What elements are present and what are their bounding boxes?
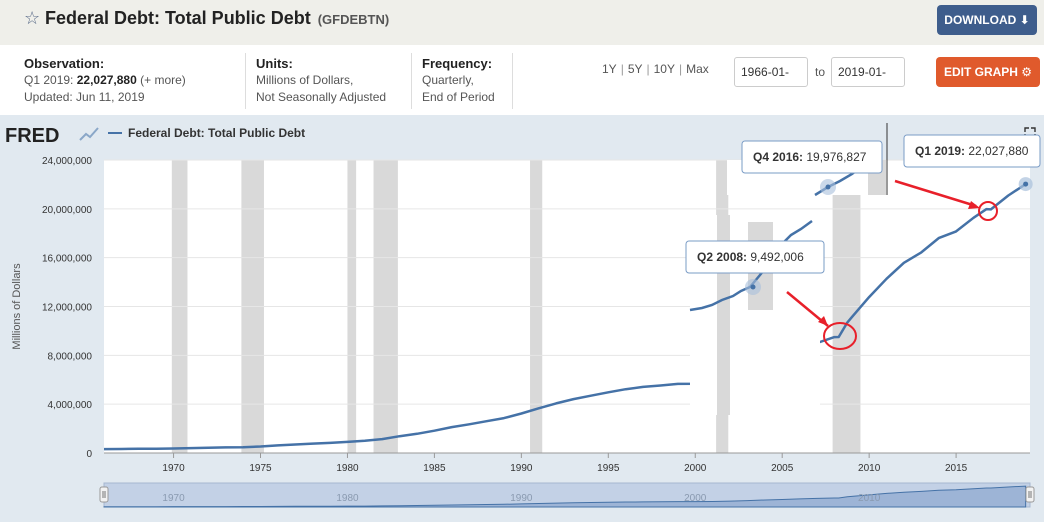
navigator-handle[interactable] [1025, 486, 1035, 503]
inset-point [750, 284, 756, 290]
fullscreen-icon[interactable] [1024, 127, 1036, 139]
edit-graph-label: EDIT GRAPH [943, 65, 1018, 79]
navigator-handle[interactable] [99, 486, 109, 503]
divider [411, 53, 412, 109]
download-button[interactable]: DOWNLOAD ⬇ [937, 5, 1037, 35]
navigator-label: 2010 [858, 493, 881, 504]
fred-logo-graph-icon [79, 127, 99, 141]
units-line2: Not Seasonally Adjusted [256, 90, 387, 104]
x-tick-label: 2005 [771, 463, 794, 474]
observation-period: Q1 2019: [24, 73, 74, 87]
tooltip-box [903, 134, 1041, 168]
observation-heading: Observation: [24, 56, 105, 71]
observation-more-link[interactable]: (+ more) [140, 73, 186, 87]
download-label: DOWNLOAD [944, 13, 1017, 27]
download-icon: ⬇ [1019, 13, 1030, 27]
series-title-text: Federal Debt: Total Public Debt [45, 8, 311, 28]
y-tick-label: 0 [86, 449, 92, 460]
y-tick-label: 20,000,000 [42, 205, 92, 216]
tooltip-q2-2008: Q2 2008: 9,492,006 [685, 240, 825, 274]
frequency-line1: Quarterly, [422, 73, 474, 87]
y-tick-label: 4,000,000 [48, 400, 93, 411]
x-tick-label: 2000 [684, 463, 707, 474]
latest-point [1023, 181, 1029, 187]
tooltip-box [685, 240, 825, 274]
navigator-label: 2000 [684, 493, 707, 504]
divider [512, 53, 513, 109]
red-circle-annotation [823, 322, 857, 350]
frequency-block: Frequency: Quarterly, End of Period [422, 55, 495, 106]
y-tick-label: 12,000,000 [42, 303, 92, 314]
observation-value: 22,027,880 [76, 73, 137, 87]
navigator-series-area [103, 485, 1027, 508]
tooltip-value: 19,976,827 [806, 150, 866, 164]
tooltip-q1-2019: Q1 2019: 22,027,880 [903, 134, 1041, 168]
y-tick-label: 24,000,000 [42, 156, 92, 167]
frequency-heading: Frequency: [422, 56, 493, 71]
tooltip-value: 9,492,006 [750, 250, 804, 264]
range-1y-link[interactable]: 1Y [602, 62, 617, 76]
fred-logo: FRED [5, 125, 59, 147]
tooltip-period: Q2 2008: [697, 250, 750, 264]
tooltip-period: Q1 2019: [915, 144, 968, 158]
date-from-input[interactable]: 1966-01- [734, 57, 808, 87]
range-links: 1Y | 5Y | 10Y | Max [602, 62, 709, 76]
y-axis-label: Millions of Dollars [11, 263, 23, 350]
frequency-line2: End of Period [422, 90, 495, 104]
x-tick-label: 1975 [249, 463, 272, 474]
red-arrow-annotation [894, 179, 977, 208]
series-id: (GFDEBTN) [317, 12, 390, 27]
series-line [103, 183, 1027, 451]
units-block: Units: Millions of Dollars, Not Seasonal… [256, 55, 386, 106]
y-tick-label: 16,000,000 [42, 254, 92, 265]
divider [245, 53, 246, 109]
navigator-handle-grip[interactable] [99, 486, 109, 503]
x-tick-label: 1980 [336, 463, 359, 474]
red-arrowhead [818, 316, 828, 326]
page-title: Federal Debt: Total Public Debt (GFDEBTN… [45, 7, 389, 31]
x-tick-label: 1985 [423, 463, 446, 474]
star-outline-icon[interactable]: ☆ [24, 8, 41, 28]
red-arrowhead [968, 201, 980, 209]
x-tick-label: 1995 [597, 463, 620, 474]
navigator-label: 1980 [336, 493, 359, 504]
red-circle-annotation [978, 201, 998, 221]
range-10y-link[interactable]: 10Y [653, 62, 675, 76]
y-tick-label: 8,000,000 [48, 351, 93, 362]
observation-block: Observation: Q1 2019: 22,027,880 (+ more… [24, 55, 186, 106]
navigator-handle-grip[interactable] [1025, 486, 1035, 503]
tooltip-text: Q2 2008: 9,492,006 [697, 250, 804, 264]
tooltip-text: Q1 2019: 22,027,880 [915, 144, 1029, 158]
info-bar: Observation: Q1 2019: 22,027,880 (+ more… [0, 45, 1044, 115]
chart-area: 0 4,000,000 8,000,000 12,000,000 16,000,000 2… [0, 115, 1044, 522]
tooltip-value: 22,027,880 [968, 144, 1028, 158]
range-max-link[interactable]: Max [686, 62, 709, 76]
x-tick-label: 2010 [858, 463, 881, 474]
date-to-input[interactable]: 2019-01- [831, 57, 905, 87]
units-line1: Millions of Dollars, [256, 73, 354, 87]
range-separator: | [646, 62, 650, 76]
units-heading: Units: [256, 56, 293, 71]
x-tick-label: 1990 [510, 463, 533, 474]
x-tick-label: 1970 [162, 463, 185, 474]
legend-label: Federal Debt: Total Public Debt [128, 126, 305, 140]
range-5y-link[interactable]: 5Y [627, 62, 643, 76]
fred-chart[interactable]: 0 4,000,000 8,000,000 12,000,000 16,000,000 2… [0, 115, 1044, 522]
range-separator: | [620, 62, 624, 76]
navigator-label: 1970 [162, 493, 185, 504]
x-tick-label: 2015 [945, 463, 968, 474]
tooltip-q4-2016: Q4 2016: 19,976,827 [741, 140, 883, 174]
inset-point [825, 184, 831, 190]
edit-graph-button[interactable]: EDIT GRAPH ⚙ [936, 57, 1040, 87]
gear-icon: ⚙ [1021, 65, 1033, 79]
updated-date: Updated: Jun 11, 2019 [24, 90, 145, 104]
title-bar: ☆ Federal Debt: Total Public Debt (GFDEB… [0, 0, 1044, 45]
tooltip-period: Q4 2016: [753, 150, 806, 164]
tooltip-text: Q4 2016: 19,976,827 [753, 150, 867, 164]
date-to-label: to [815, 65, 826, 79]
navigator-label: 1990 [510, 493, 533, 504]
tooltip-box [741, 140, 883, 174]
observation-line: Q1 2019: 22,027,880 (+ more) [24, 72, 186, 89]
range-separator: | [678, 62, 683, 76]
